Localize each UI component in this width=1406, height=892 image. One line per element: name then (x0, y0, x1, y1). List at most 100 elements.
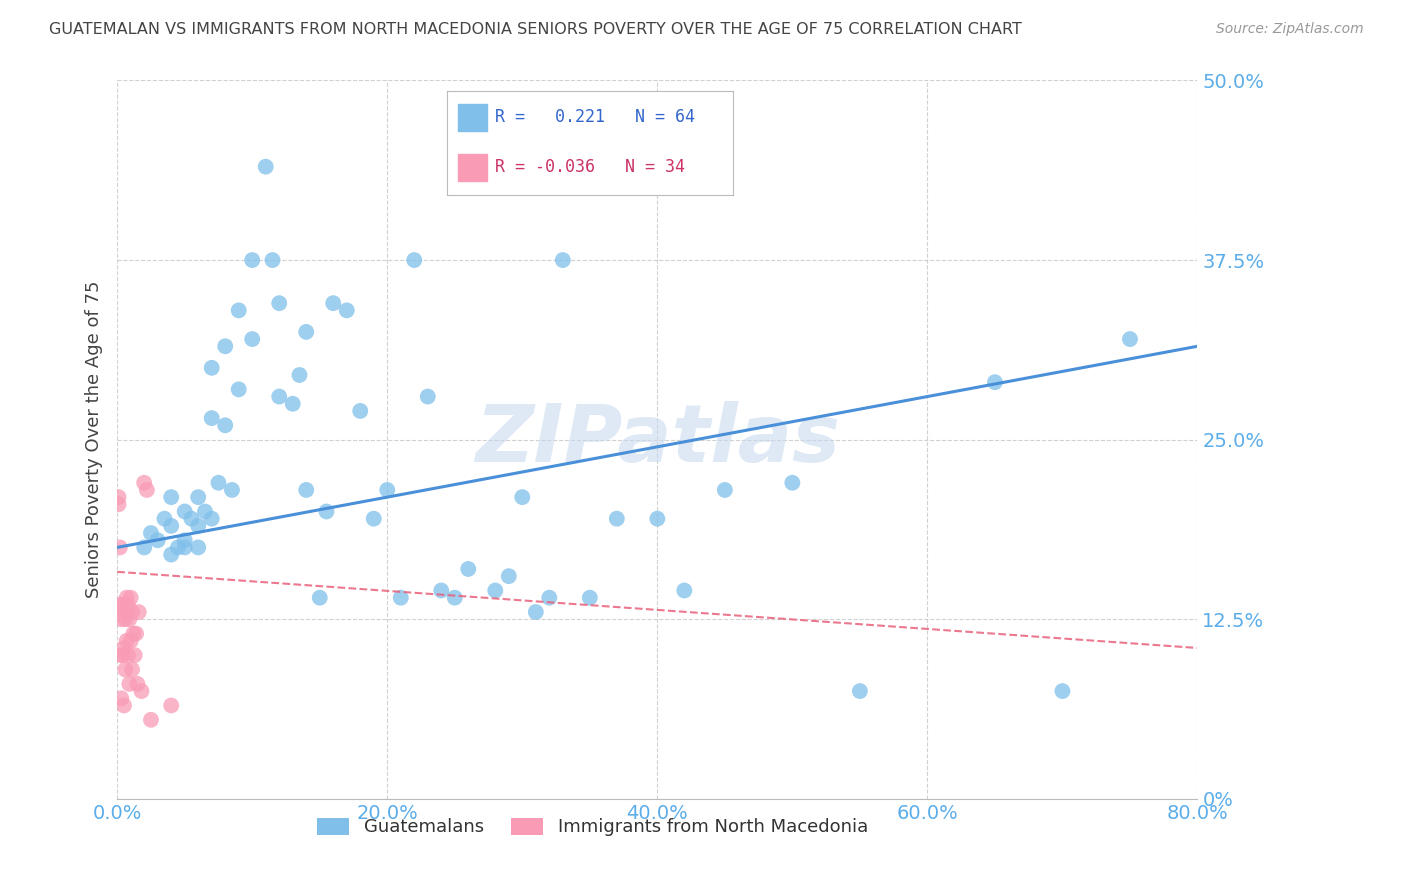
Point (1119, 332, 1142, 346)
Point (173, 541, 195, 555)
Point (187, 490, 209, 504)
Point (111, 598, 134, 612)
Point (510, 490, 533, 504)
Point (673, 583, 696, 598)
Point (288, 368, 311, 382)
Point (121, 605, 143, 619)
Point (201, 360, 224, 375)
Point (443, 591, 465, 605)
Point (308, 591, 330, 605)
Point (124, 648, 146, 662)
Point (984, 375, 1007, 389)
Point (187, 519, 209, 533)
Point (107, 497, 129, 511)
Text: Source: ZipAtlas.com: Source: ZipAtlas.com (1216, 22, 1364, 37)
Point (647, 511, 669, 525)
Point (117, 648, 139, 662)
Point (295, 483, 318, 497)
Point (134, 541, 156, 555)
Text: GUATEMALAN VS IMMIGRANTS FROM NORTH MACEDONIA SENIORS POVERTY OVER THE AGE OF 75: GUATEMALAN VS IMMIGRANTS FROM NORTH MACE… (49, 22, 1022, 37)
Point (578, 591, 600, 605)
Point (262, 253, 284, 268)
Point (606, 511, 628, 525)
Point (135, 483, 157, 497)
Point (112, 698, 135, 713)
Point (416, 390, 439, 404)
Point (110, 612, 132, 626)
Point (1052, 684, 1074, 698)
Legend: Guatemalans, Immigrants from North Macedonia: Guatemalans, Immigrants from North Maced… (309, 811, 876, 844)
Point (295, 325, 318, 339)
Point (131, 684, 153, 698)
Point (214, 339, 236, 353)
Point (134, 475, 156, 490)
Point (538, 591, 561, 605)
Point (180, 511, 202, 525)
Point (173, 504, 195, 518)
Point (281, 397, 304, 411)
Point (240, 332, 263, 346)
Point (375, 483, 398, 497)
Point (228, 383, 250, 397)
Point (112, 640, 135, 655)
Point (153, 511, 176, 525)
Point (363, 511, 385, 525)
Point (108, 598, 131, 612)
Point (120, 591, 142, 605)
Point (228, 303, 250, 318)
Point (849, 684, 872, 698)
Point (551, 253, 574, 268)
Point (118, 677, 141, 691)
Point (110, 648, 132, 662)
Point (221, 483, 243, 497)
Point (111, 648, 134, 662)
Point (201, 411, 224, 425)
Point (160, 698, 183, 713)
Point (240, 253, 263, 268)
Point (349, 404, 371, 418)
Point (457, 562, 479, 576)
Point (112, 605, 135, 619)
Point (118, 612, 141, 626)
Point (322, 296, 344, 310)
Point (430, 583, 453, 598)
Point (389, 591, 412, 605)
Point (117, 598, 139, 612)
Point (207, 475, 229, 490)
Point (146, 533, 169, 548)
Point (114, 612, 136, 626)
Point (139, 526, 162, 541)
Point (201, 511, 224, 525)
Point (498, 569, 520, 583)
Point (127, 677, 149, 691)
Point (160, 490, 183, 504)
Point (160, 548, 183, 562)
Point (107, 490, 129, 504)
Point (336, 303, 359, 318)
Point (782, 475, 804, 490)
Point (173, 533, 195, 548)
Point (167, 541, 190, 555)
Point (121, 663, 143, 677)
Text: ZIPatlas: ZIPatlas (475, 401, 839, 479)
Point (160, 519, 183, 533)
Point (108, 541, 131, 555)
Point (484, 583, 506, 598)
Point (194, 504, 217, 518)
Point (254, 160, 277, 174)
Point (110, 691, 132, 706)
Point (214, 418, 236, 433)
Point (269, 390, 291, 404)
Point (125, 626, 148, 640)
Point (128, 605, 150, 619)
Point (269, 296, 291, 310)
Point (524, 605, 547, 619)
Point (114, 663, 136, 677)
Point (120, 633, 142, 648)
Point (187, 541, 209, 555)
Point (115, 591, 138, 605)
Point (404, 253, 426, 268)
Point (139, 713, 162, 727)
Y-axis label: Seniors Poverty Over the Age of 75: Seniors Poverty Over the Age of 75 (86, 281, 103, 599)
Point (714, 483, 737, 497)
